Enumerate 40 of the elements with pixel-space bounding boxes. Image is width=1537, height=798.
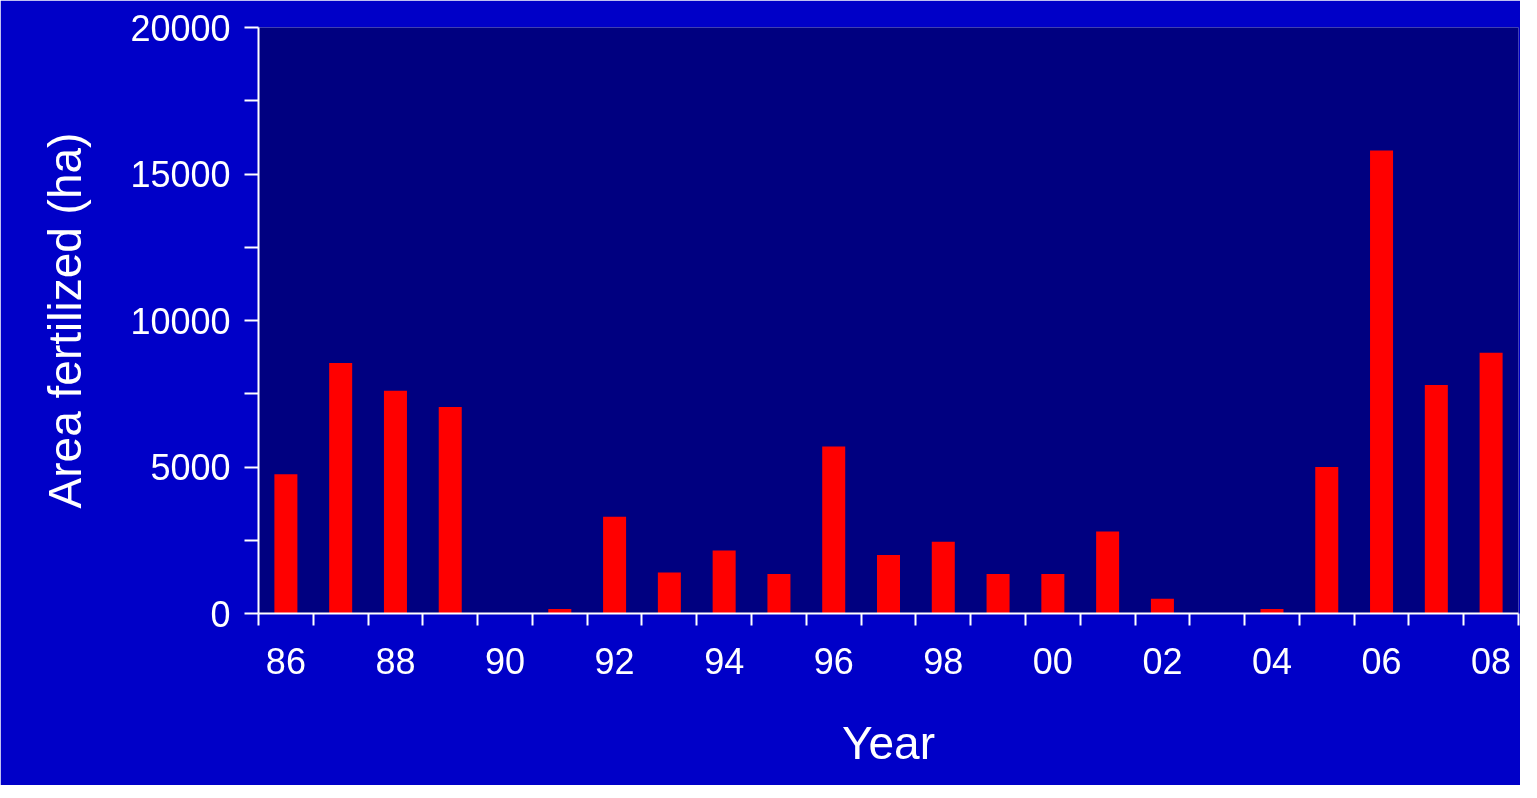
bar <box>329 362 353 614</box>
bar <box>603 516 627 614</box>
bar <box>1041 573 1065 614</box>
bar <box>767 573 791 614</box>
bar <box>1096 531 1120 614</box>
bar <box>1260 609 1284 614</box>
y-tick-label: 15000 <box>130 154 231 195</box>
x-tick-label: 86 <box>265 640 306 682</box>
x-tick-label: 90 <box>485 640 526 682</box>
y-tick-label: 0 <box>210 593 231 635</box>
y-axis-title: Area fertilized (ha) <box>39 132 92 509</box>
x-tick-label: 04 <box>1251 640 1292 682</box>
bar <box>986 573 1010 614</box>
bar <box>548 609 572 614</box>
bar <box>877 554 900 614</box>
bar <box>1424 384 1448 614</box>
x-tick-label: 88 <box>375 640 416 682</box>
x-tick-label: 08 <box>1471 640 1512 682</box>
bar <box>383 390 407 614</box>
bar <box>931 541 955 614</box>
bar <box>1479 352 1503 614</box>
bar <box>1150 598 1174 614</box>
x-axis-title: Year <box>842 716 935 769</box>
bar <box>1315 467 1339 614</box>
bar <box>1370 150 1394 614</box>
x-tick-label: 06 <box>1361 640 1402 682</box>
x-tick-label: 02 <box>1142 640 1183 682</box>
x-tick-label: 96 <box>813 640 854 682</box>
bar <box>822 446 846 614</box>
x-tick-label: 98 <box>923 640 964 682</box>
bar <box>438 406 462 614</box>
y-tick-label: 5000 <box>150 447 231 488</box>
y-tick-label: 10000 <box>130 300 231 342</box>
bar <box>657 572 681 614</box>
x-tick-label: 92 <box>594 640 635 682</box>
x-tick-label: 00 <box>1032 640 1073 682</box>
y-tick-label: 20000 <box>130 7 231 49</box>
bar <box>274 474 298 614</box>
x-tick-label: 94 <box>704 640 745 682</box>
bar <box>712 550 736 614</box>
